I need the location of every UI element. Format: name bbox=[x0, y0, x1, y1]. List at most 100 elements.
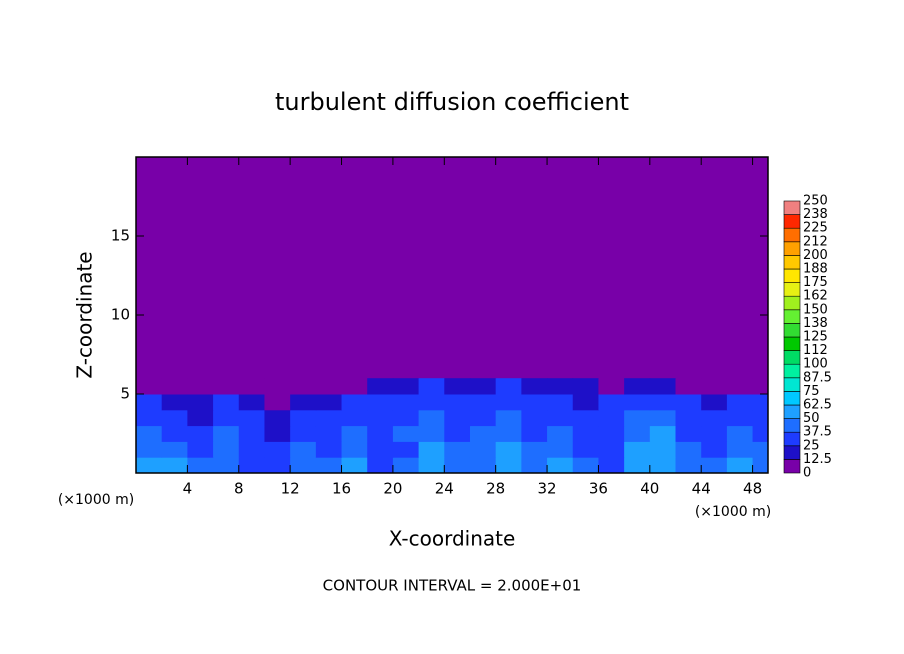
field-cell bbox=[392, 409, 420, 427]
field-cell bbox=[469, 394, 497, 411]
field-cell bbox=[367, 409, 394, 427]
field-cell bbox=[495, 425, 522, 442]
colorbar-swatch bbox=[783, 377, 801, 392]
x-unit-label: (×1000 m) bbox=[58, 492, 134, 508]
field-cell bbox=[213, 441, 240, 458]
colorbar-label: 175 bbox=[803, 275, 828, 290]
field-cell bbox=[418, 441, 445, 458]
field-cell bbox=[649, 409, 677, 427]
field-cell bbox=[187, 378, 214, 395]
field-cell bbox=[495, 457, 522, 474]
colorbar-swatch bbox=[783, 200, 801, 215]
chart-title: turbulent diffusion coefficient bbox=[275, 88, 629, 116]
field-cell bbox=[367, 378, 394, 395]
field-cell bbox=[341, 441, 368, 458]
x-axis-label: X-coordinate bbox=[389, 527, 516, 551]
field-cell bbox=[752, 425, 769, 442]
field-cell bbox=[752, 409, 769, 427]
field-cell bbox=[752, 394, 769, 411]
field-cell bbox=[726, 409, 754, 427]
field-cell bbox=[392, 425, 420, 442]
field-cell bbox=[649, 425, 677, 442]
field-cell bbox=[136, 378, 163, 395]
field-cell bbox=[701, 378, 728, 395]
colorbar-label: 0 bbox=[803, 466, 811, 481]
field-cell bbox=[675, 378, 702, 395]
field-cell bbox=[392, 441, 420, 458]
field-cell bbox=[392, 457, 420, 474]
colorbar-swatch bbox=[783, 268, 801, 283]
colorbar-swatch bbox=[783, 336, 801, 351]
field-cell bbox=[701, 409, 728, 427]
field-cell bbox=[521, 441, 548, 458]
field-cell bbox=[598, 394, 625, 411]
field-cell bbox=[521, 394, 548, 411]
footer: CONTOUR INTERVAL = 2.000E+01 bbox=[323, 577, 582, 595]
field-cell bbox=[572, 409, 599, 427]
field-cell bbox=[341, 378, 368, 395]
field-cell bbox=[469, 457, 497, 474]
field-cell bbox=[675, 425, 702, 442]
field-cell bbox=[495, 441, 522, 458]
field-cell bbox=[444, 457, 471, 474]
y-tick-label: 10 bbox=[111, 306, 130, 324]
field-cell bbox=[701, 457, 728, 474]
colorbar-label: 250 bbox=[803, 194, 828, 209]
colorbar-label: 62.5 bbox=[803, 398, 832, 413]
field-cell bbox=[213, 425, 240, 442]
field-cell bbox=[238, 457, 265, 474]
x-tick-label: 4 bbox=[183, 480, 193, 498]
field-cell bbox=[315, 441, 343, 458]
field-cell bbox=[161, 425, 188, 442]
field-cell bbox=[624, 457, 651, 474]
colorbar-swatch bbox=[783, 363, 801, 379]
x-tick-label: 36 bbox=[589, 480, 608, 498]
field-cell bbox=[469, 409, 497, 427]
field-cell bbox=[290, 441, 317, 458]
field-cell bbox=[752, 457, 769, 474]
field-cell bbox=[161, 457, 188, 474]
field-cell bbox=[161, 378, 188, 395]
field-cell bbox=[598, 457, 625, 474]
colorbar-label: 188 bbox=[803, 262, 828, 277]
y-tick-label: 15 bbox=[111, 227, 130, 245]
colorbar-swatch bbox=[783, 418, 801, 433]
field-cell bbox=[418, 378, 445, 395]
colorbar-label: 225 bbox=[803, 221, 828, 236]
y-tick-label: 5 bbox=[120, 385, 130, 403]
field-cell bbox=[264, 394, 291, 411]
field-cell bbox=[572, 394, 599, 411]
field-cell bbox=[675, 394, 702, 411]
field-cell bbox=[341, 409, 368, 427]
field-cell bbox=[598, 409, 625, 427]
field-cell bbox=[290, 409, 317, 427]
field-cell bbox=[213, 378, 240, 395]
field-cell bbox=[521, 425, 548, 442]
field-cell bbox=[290, 378, 317, 395]
field-cell bbox=[495, 409, 522, 427]
field-cell bbox=[547, 409, 574, 427]
colorbar-label: 25 bbox=[803, 438, 820, 453]
field-cell bbox=[315, 378, 343, 395]
field-cell bbox=[392, 394, 420, 411]
field-cell bbox=[136, 425, 163, 442]
field-cell bbox=[315, 425, 343, 442]
colorbar-swatch bbox=[783, 255, 801, 270]
colorbar-label: 50 bbox=[803, 411, 820, 426]
field-cell bbox=[469, 441, 497, 458]
colorbar-label: 162 bbox=[803, 289, 828, 304]
x-tick-label: 32 bbox=[538, 480, 557, 498]
field-cell bbox=[418, 409, 445, 427]
colorbar-swatch bbox=[783, 404, 801, 419]
colorbar-label: 100 bbox=[803, 357, 828, 372]
field-cell bbox=[367, 441, 394, 458]
field-cell bbox=[624, 378, 651, 395]
colorbar-label: 37.5 bbox=[803, 425, 832, 440]
field-cell bbox=[572, 441, 599, 458]
field-cell bbox=[726, 378, 754, 395]
field-cell bbox=[598, 425, 625, 442]
field-cell bbox=[521, 378, 548, 395]
field-cell bbox=[136, 394, 163, 411]
field-cell bbox=[392, 378, 420, 395]
field-cell bbox=[521, 409, 548, 427]
